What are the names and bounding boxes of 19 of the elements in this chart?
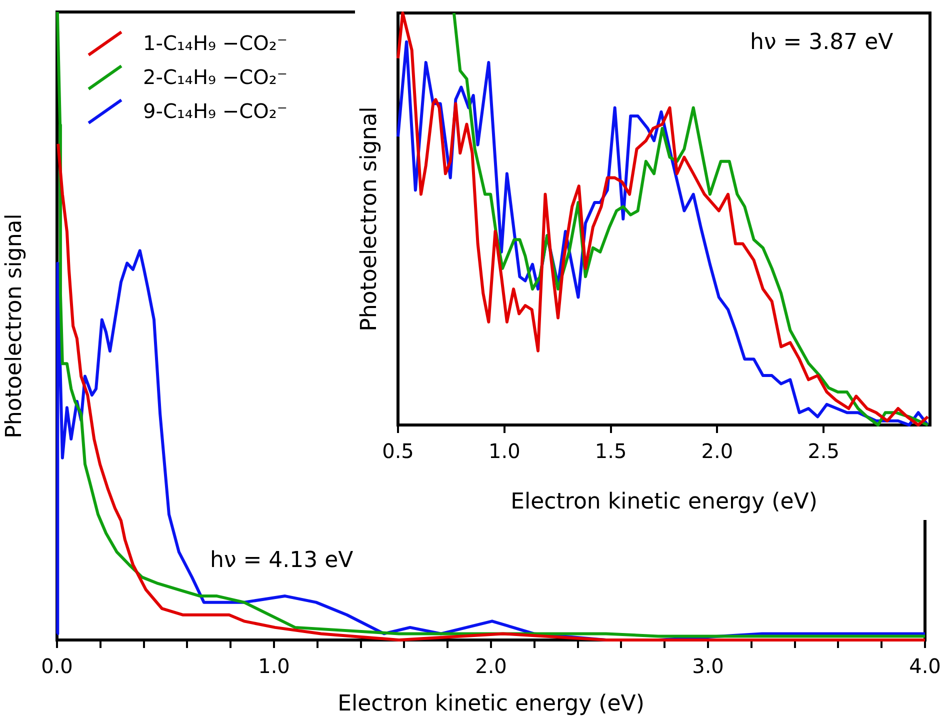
x-axis-title: Electron kinetic energy (eV) [510,490,818,515]
x-tick-label: 2.0 [475,654,507,678]
x-tick-label: 2.0 [701,439,734,464]
x-tick-label: 1.0 [258,654,290,678]
x-tick-label: 0.0 [41,654,73,678]
x-tick-label: 3.0 [692,654,724,678]
legend-label: 1-C₁₄H₉ −CO₂⁻ [143,30,288,57]
y-axis-title: Photoelectron signal [356,106,382,332]
legend-label: 2-C₁₄H₉ −CO₂⁻ [143,64,288,91]
legend-label: 9-C₁₄H₉ −CO₂⁻ [143,98,288,125]
x-tick-label: 2.5 [808,439,840,464]
annotation: hν = 4.13 eV [210,548,354,573]
x-tick-label: 1.5 [594,439,627,464]
x-tick-label: 0.5 [382,439,414,464]
x-tick-label: 1.0 [488,439,520,464]
annotation: hν = 3.87 eV [750,30,894,55]
x-axis-title: Electron kinetic energy (eV) [338,692,644,717]
x-tick-label: 4.0 [909,654,941,678]
y-axis-title: Photoelectron signal [2,214,27,438]
